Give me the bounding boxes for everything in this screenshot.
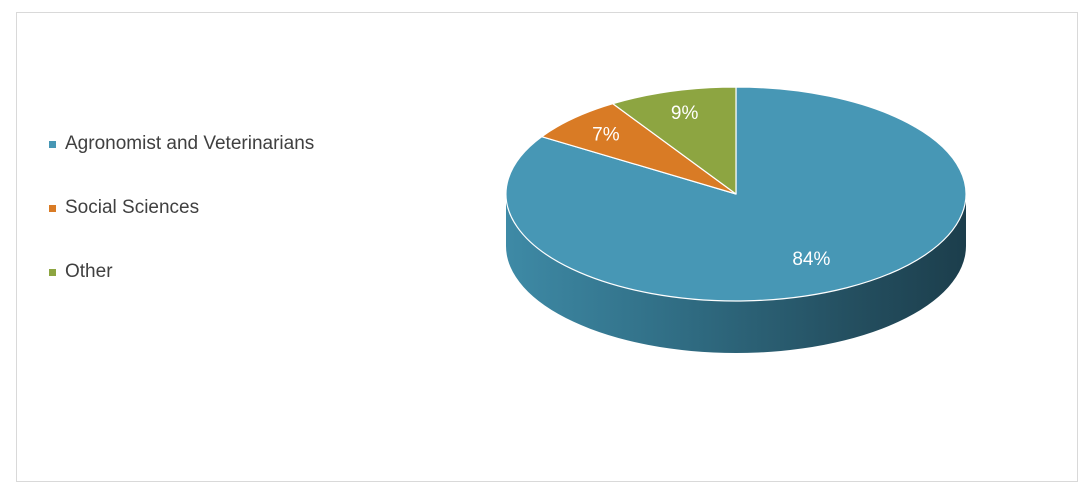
legend-item-other: Other [49,260,113,284]
pie-slice-social-sciences [541,103,737,195]
legend-swatch-other [49,268,56,276]
pie-chart: 84% 7% 9% [505,86,967,353]
legend-label: Other [65,261,113,282]
pie-side [506,194,966,353]
data-label: 9% [671,103,699,124]
legend-swatch-social-sciences [49,204,56,212]
pie-top [505,86,967,302]
pie-data-labels: 84% 7% 9% [592,103,830,270]
pie-slice-other [612,86,737,195]
pie-side-wall [506,194,966,353]
legend-swatch-agronomist-and-veterinarians [49,140,56,148]
legend-label: Social Sciences [65,197,200,218]
legend-label: Agronomist and Veterinarians [65,133,315,154]
data-label: 7% [592,124,620,145]
legend-item-social-sciences: Social Sciences [49,196,199,220]
data-label: 84% [792,249,830,270]
legend-item-agronomist-and-veterinarians: Agronomist and Veterinarians [49,132,314,156]
